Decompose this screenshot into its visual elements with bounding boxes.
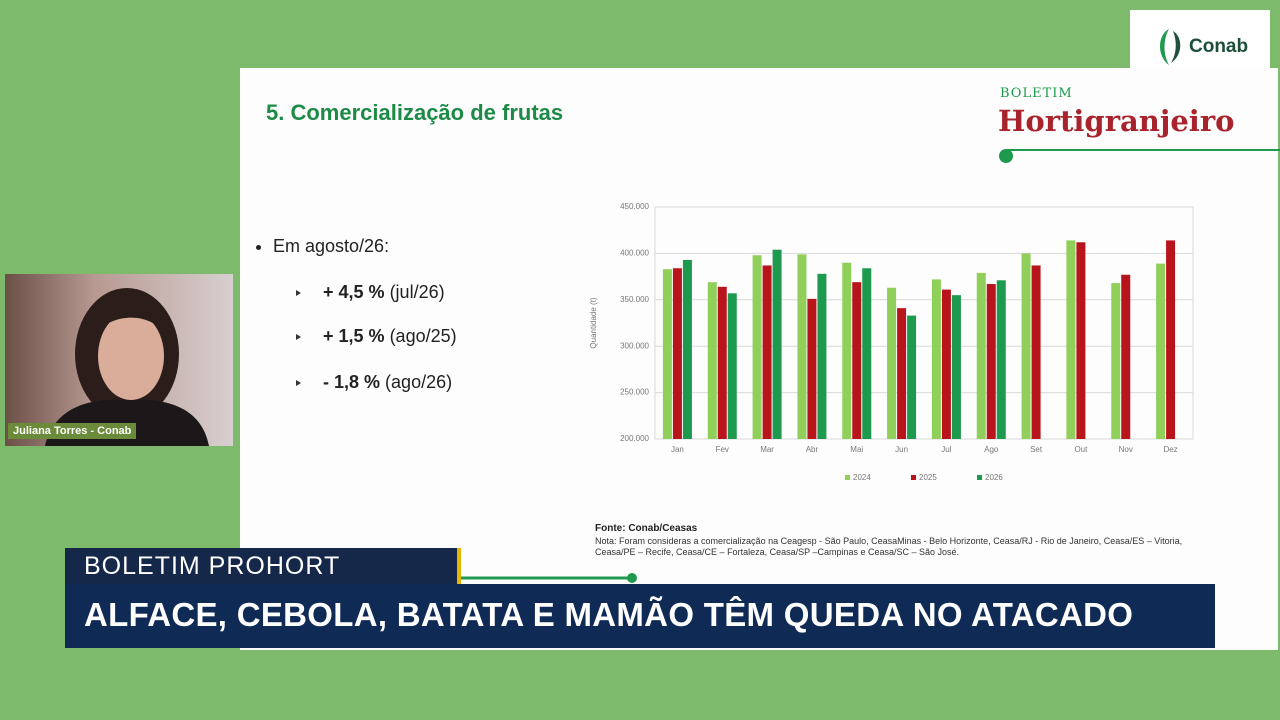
bar	[772, 249, 782, 439]
change: + 4,5 %	[323, 282, 385, 302]
y-tick-label: 350.000	[620, 295, 649, 304]
bar	[976, 272, 986, 439]
x-tick-label: Jun	[895, 445, 908, 454]
x-tick-label: Mai	[850, 445, 863, 454]
y-tick-label: 400.000	[620, 249, 649, 258]
bar	[887, 287, 897, 439]
y-axis-title: Quantidade (t)	[589, 297, 598, 348]
bar	[862, 268, 872, 439]
period: (ago/25)	[389, 326, 457, 346]
bar	[1111, 283, 1121, 439]
x-tick-label: Abr	[806, 445, 819, 454]
plot-frame	[654, 206, 1194, 440]
period: (jul/26)	[389, 282, 445, 302]
bar	[1021, 253, 1031, 439]
y-tick-label: 200.000	[620, 434, 649, 443]
x-tick-label: Nov	[1119, 445, 1133, 454]
legend-swatch	[911, 475, 916, 480]
bar	[727, 293, 737, 439]
change: - 1,8 %	[323, 372, 381, 392]
bar	[1031, 265, 1041, 439]
legend-swatch	[977, 475, 982, 480]
x-tick-label: Out	[1074, 445, 1088, 454]
boletim-kicker: BOLETIM	[1000, 86, 1073, 101]
bar	[907, 315, 917, 439]
tag-bar	[65, 548, 461, 584]
lead-text: Em agosto/26:	[273, 236, 390, 256]
bar	[1166, 240, 1176, 439]
note: Nota: Foram consideras a comercialização…	[595, 536, 1183, 557]
bar	[852, 282, 862, 439]
bar	[752, 255, 762, 439]
bullet-item: + 1,5 % (ago/25)	[296, 326, 457, 347]
x-tick-label: Set	[1030, 445, 1043, 454]
x-tick-label: Jul	[941, 445, 951, 454]
legend-label: 2024	[853, 473, 871, 482]
bar	[797, 254, 807, 439]
x-tick-label: Mar	[760, 445, 774, 454]
bar	[842, 262, 852, 439]
headline: ALFACE, CEBOLA, BATATA E MAMÃO TÊM QUEDA…	[84, 596, 1134, 633]
headline-bar	[65, 584, 1215, 648]
bar	[931, 279, 941, 439]
webcam-name: Juliana Torres - Conab	[8, 423, 137, 439]
bar	[807, 298, 817, 439]
bar	[941, 289, 951, 439]
bar	[1066, 240, 1076, 439]
x-tick-label: Ago	[984, 445, 999, 454]
bar	[707, 282, 717, 439]
source: Fonte: Conab/Ceasas	[595, 523, 698, 534]
bar	[662, 269, 672, 439]
logo-icon	[1160, 29, 1181, 65]
bullet-lead: Em agosto/26:	[256, 236, 389, 257]
bar	[996, 280, 1006, 439]
bar	[1156, 263, 1166, 439]
webcam	[5, 274, 233, 446]
lower-third-tag: BOLETIM PROHORT	[84, 552, 341, 580]
brand-line	[999, 149, 1280, 163]
bullet-item: - 1,8 % (ago/26)	[296, 372, 452, 393]
boletim-brand: Hortigranjeiro	[998, 104, 1235, 138]
x-tick-label: Dez	[1163, 445, 1177, 454]
bar	[672, 268, 682, 439]
bar	[682, 259, 692, 439]
decor-line	[460, 573, 637, 583]
legend-label: 2025	[919, 473, 937, 482]
bar	[986, 284, 996, 439]
logo-text: Conab	[1189, 36, 1249, 57]
x-tick-label: Fev	[716, 445, 729, 454]
slide-title: 5. Comercialização de frutas	[266, 100, 564, 125]
change: + 1,5 %	[323, 326, 385, 346]
bar	[951, 295, 961, 439]
bar	[717, 286, 727, 439]
bar	[1121, 274, 1131, 439]
webcam-figure	[45, 288, 209, 446]
logo-box	[1130, 10, 1270, 68]
y-tick-label: 450.000	[620, 202, 649, 211]
bar	[1076, 242, 1086, 439]
x-tick-label: Jan	[671, 445, 684, 454]
period: (ago/26)	[385, 372, 453, 392]
bar	[897, 308, 907, 439]
bar	[762, 265, 772, 439]
y-tick-label: 300.000	[620, 341, 649, 350]
legend-swatch	[845, 475, 850, 480]
bar	[817, 273, 827, 439]
bullet-item: + 4,5 % (jul/26)	[296, 282, 445, 303]
legend-label: 2026	[985, 473, 1003, 482]
y-tick-label: 250.000	[620, 388, 649, 397]
chart: Quantidade (t) 200.000 250.000 300.000 350.…	[589, 202, 1194, 482]
